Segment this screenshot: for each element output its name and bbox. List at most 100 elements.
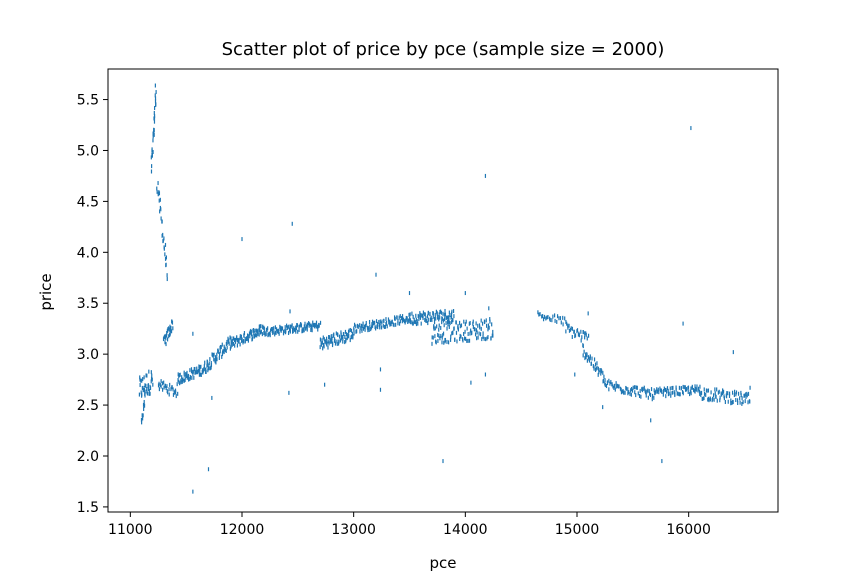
data-point (433, 320, 436, 325)
data-point (303, 328, 305, 333)
data-point (583, 349, 585, 354)
data-point (141, 392, 143, 397)
data-point (227, 336, 229, 341)
data-point (200, 372, 202, 377)
data-point (733, 392, 735, 397)
y-tick-label: 2.0 (77, 449, 99, 465)
data-point (211, 352, 213, 357)
data-point (591, 356, 593, 361)
data-point (722, 389, 725, 394)
data-point (481, 337, 483, 342)
data-point (627, 391, 629, 396)
data-point (586, 353, 588, 358)
data-point (304, 321, 306, 326)
data-point (408, 291, 411, 296)
data-point (158, 387, 160, 392)
data-point (471, 330, 473, 335)
data-point (416, 319, 418, 324)
data-point (145, 383, 147, 388)
data-point (154, 105, 156, 110)
data-point (453, 326, 455, 331)
data-point (151, 373, 153, 378)
data-point (195, 370, 197, 375)
data-point (442, 333, 444, 338)
data-point (167, 327, 169, 332)
data-point (707, 397, 709, 402)
data-point (700, 390, 702, 395)
data-point (413, 317, 415, 322)
data-point (650, 418, 652, 423)
data-point (553, 313, 556, 318)
data-point (371, 322, 373, 327)
data-point (481, 321, 484, 326)
data-point (468, 338, 471, 343)
y-axis-ticks: 1.5 2.0 2.5 3.0 3.5 4.0 4.5 5.0 5.5 (77, 93, 108, 516)
data-point (326, 336, 328, 341)
data-point (176, 382, 178, 387)
data-point (141, 378, 143, 383)
data-point (408, 319, 410, 324)
data-point (702, 396, 704, 401)
data-point (398, 315, 400, 320)
data-point (574, 372, 576, 377)
data-point (581, 335, 583, 340)
data-point (485, 337, 487, 342)
data-point (151, 377, 153, 382)
points-layer (138, 83, 751, 494)
data-point (152, 150, 154, 155)
data-point (141, 413, 143, 418)
data-point (664, 388, 666, 392)
data-point (193, 375, 195, 380)
data-point (630, 386, 633, 391)
data-point (301, 327, 303, 332)
data-point (310, 327, 312, 332)
data-point (746, 393, 748, 398)
data-point (417, 313, 419, 318)
data-point (693, 388, 695, 393)
data-point (487, 335, 489, 340)
data-point (243, 333, 245, 338)
data-point (697, 388, 699, 393)
data-point (635, 393, 637, 398)
data-point (222, 349, 224, 354)
data-point (321, 338, 323, 343)
data-point (464, 329, 466, 334)
data-point (286, 325, 288, 330)
y-tick-label: 3.5 (77, 296, 99, 312)
data-point (174, 389, 176, 394)
data-point (163, 380, 165, 385)
data-point (142, 402, 145, 407)
data-point (745, 392, 747, 397)
data-point (615, 384, 617, 389)
data-point (298, 327, 300, 332)
data-point (284, 325, 286, 330)
data-point (383, 318, 385, 323)
data-point (448, 310, 450, 315)
data-point (270, 328, 272, 333)
data-point (451, 331, 453, 336)
data-point (682, 384, 684, 389)
data-point (312, 323, 314, 328)
data-point (368, 327, 370, 332)
data-point (240, 334, 242, 339)
data-point (374, 320, 376, 325)
data-point (379, 325, 381, 330)
data-point (560, 320, 562, 325)
data-point (379, 319, 381, 324)
data-point (415, 322, 418, 327)
data-point (381, 319, 383, 324)
data-point (595, 366, 597, 371)
data-point (464, 336, 466, 341)
data-point (334, 341, 337, 346)
data-point (382, 323, 384, 328)
data-point (647, 388, 649, 393)
data-point (344, 334, 346, 339)
data-point (142, 416, 144, 421)
data-point (466, 338, 468, 343)
data-point (215, 356, 217, 361)
data-point (432, 311, 434, 316)
data-point (263, 326, 265, 331)
data-point (649, 393, 652, 398)
data-point (202, 368, 204, 373)
data-point (749, 385, 751, 390)
